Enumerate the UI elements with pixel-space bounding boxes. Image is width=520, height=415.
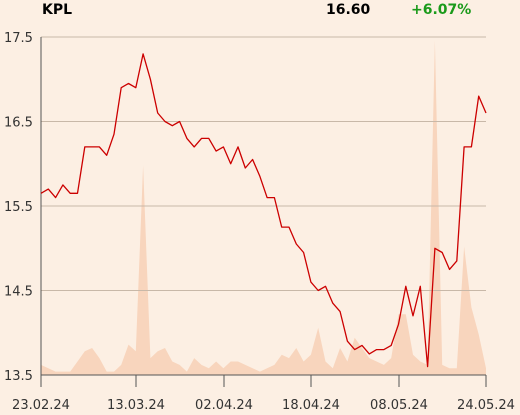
x-tick-label: 08.05.24 — [370, 398, 428, 413]
price-series-line — [40, 53, 487, 368]
last-price: 16.60 — [326, 2, 371, 18]
price-change: +6.07% — [411, 2, 472, 18]
y-tick-label: 13.5 — [4, 369, 33, 384]
y-tick-label: 15.5 — [4, 200, 33, 215]
x-tick-label: 13.03.24 — [107, 398, 165, 413]
y-tick-label: 17.5 — [4, 31, 33, 46]
volume-area — [41, 40, 486, 376]
ticker-symbol: KPL — [42, 2, 73, 18]
x-tick-label: 18.04.24 — [282, 398, 340, 413]
x-tick-label: 23.02.24 — [12, 398, 70, 413]
x-tick-label: 02.04.24 — [195, 398, 253, 413]
x-tick-label: 24.05.24 — [457, 398, 515, 413]
y-tick-label: 16.5 — [4, 116, 33, 131]
y-tick-label: 14.5 — [4, 285, 33, 300]
